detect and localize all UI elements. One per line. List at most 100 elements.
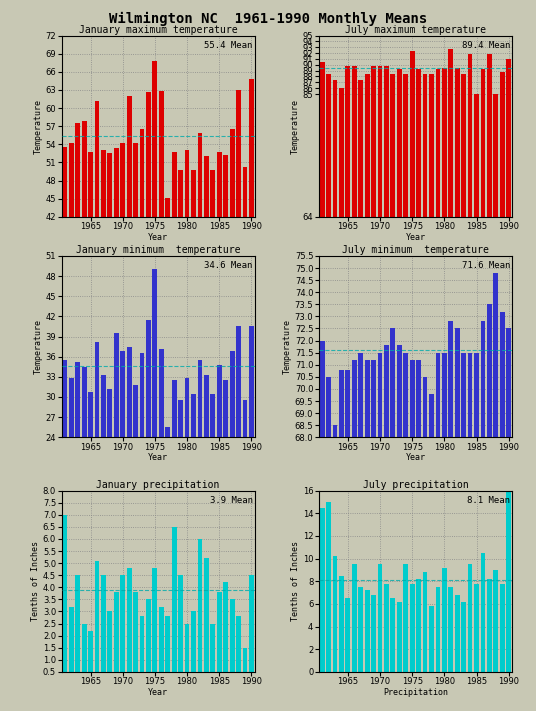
Bar bbox=[165, 616, 170, 684]
Bar bbox=[397, 346, 402, 711]
Bar bbox=[185, 150, 190, 471]
Bar bbox=[76, 123, 80, 471]
Bar bbox=[500, 584, 505, 672]
Bar bbox=[500, 72, 505, 591]
Bar bbox=[191, 170, 196, 471]
Bar bbox=[359, 353, 363, 711]
Bar bbox=[507, 328, 511, 711]
Bar bbox=[333, 80, 338, 591]
Bar bbox=[76, 362, 80, 599]
Bar bbox=[224, 380, 228, 599]
Bar bbox=[500, 311, 505, 711]
Bar bbox=[346, 66, 351, 591]
Bar bbox=[140, 353, 145, 599]
Text: 8.1 Mean: 8.1 Mean bbox=[467, 496, 510, 505]
Bar bbox=[127, 568, 132, 684]
Bar bbox=[101, 150, 106, 471]
Bar bbox=[178, 170, 183, 471]
Bar bbox=[507, 491, 511, 672]
Bar bbox=[346, 370, 351, 711]
Bar bbox=[410, 584, 415, 672]
Title: July minimum  temperature: July minimum temperature bbox=[342, 245, 489, 255]
Bar bbox=[397, 70, 402, 591]
Bar bbox=[455, 328, 460, 711]
Bar bbox=[204, 375, 209, 599]
Bar bbox=[442, 68, 447, 591]
Bar bbox=[339, 88, 344, 591]
Bar bbox=[416, 360, 421, 711]
X-axis label: Year: Year bbox=[148, 232, 168, 242]
Bar bbox=[185, 378, 190, 599]
Bar bbox=[404, 73, 408, 591]
Title: January precipitation: January precipitation bbox=[96, 480, 220, 490]
Y-axis label: Temperature: Temperature bbox=[283, 319, 292, 374]
Bar bbox=[378, 66, 383, 591]
Bar bbox=[69, 606, 74, 684]
Bar bbox=[224, 155, 228, 471]
Bar bbox=[108, 611, 113, 684]
Bar bbox=[326, 73, 331, 591]
Title: July precipitation: July precipitation bbox=[362, 480, 468, 490]
Bar bbox=[384, 346, 389, 711]
Bar bbox=[339, 370, 344, 711]
Bar bbox=[410, 360, 415, 711]
Bar bbox=[114, 592, 119, 684]
Bar bbox=[146, 320, 151, 599]
Bar bbox=[95, 342, 100, 599]
X-axis label: Year: Year bbox=[148, 688, 168, 697]
Bar bbox=[63, 147, 68, 471]
Bar bbox=[436, 587, 441, 672]
Y-axis label: Temperature: Temperature bbox=[34, 99, 42, 154]
Bar bbox=[159, 91, 164, 471]
Bar bbox=[339, 576, 344, 672]
Bar bbox=[468, 353, 473, 711]
Bar bbox=[410, 50, 415, 591]
Bar bbox=[114, 333, 119, 599]
Bar bbox=[487, 54, 492, 591]
Title: January maximum temperature: January maximum temperature bbox=[79, 25, 237, 35]
Bar bbox=[384, 584, 389, 672]
Bar bbox=[507, 59, 511, 591]
Bar bbox=[224, 582, 228, 684]
Bar bbox=[133, 592, 138, 684]
Bar bbox=[468, 54, 473, 591]
Bar bbox=[140, 616, 145, 684]
Bar bbox=[468, 565, 473, 672]
Title: January minimum  temperature: January minimum temperature bbox=[76, 245, 240, 255]
Bar bbox=[455, 595, 460, 672]
Bar bbox=[121, 351, 125, 599]
Bar bbox=[481, 70, 486, 591]
Bar bbox=[153, 568, 158, 684]
X-axis label: Year: Year bbox=[405, 232, 426, 242]
X-axis label: Precipitation: Precipitation bbox=[383, 688, 448, 697]
Bar bbox=[461, 353, 466, 711]
Bar bbox=[211, 624, 215, 684]
Bar bbox=[249, 79, 254, 471]
Bar bbox=[249, 575, 254, 684]
Bar bbox=[474, 353, 479, 711]
Bar bbox=[63, 515, 68, 684]
Text: 89.4 Mean: 89.4 Mean bbox=[461, 41, 510, 50]
Bar bbox=[474, 94, 479, 591]
Bar bbox=[198, 360, 203, 599]
Bar bbox=[249, 326, 254, 599]
Bar bbox=[423, 572, 428, 672]
Bar bbox=[88, 151, 93, 471]
Bar bbox=[127, 346, 132, 599]
Bar bbox=[191, 611, 196, 684]
Bar bbox=[185, 624, 190, 684]
X-axis label: Year: Year bbox=[148, 453, 168, 462]
Bar bbox=[243, 648, 248, 684]
Bar bbox=[191, 394, 196, 599]
Bar bbox=[391, 598, 396, 672]
Bar bbox=[449, 49, 453, 591]
Bar bbox=[172, 527, 177, 684]
Bar bbox=[346, 598, 351, 672]
Bar bbox=[365, 73, 370, 591]
Bar bbox=[404, 565, 408, 672]
Bar bbox=[378, 353, 383, 711]
Bar bbox=[429, 394, 434, 711]
Bar bbox=[178, 400, 183, 599]
Bar bbox=[481, 321, 486, 711]
Bar bbox=[442, 353, 447, 711]
